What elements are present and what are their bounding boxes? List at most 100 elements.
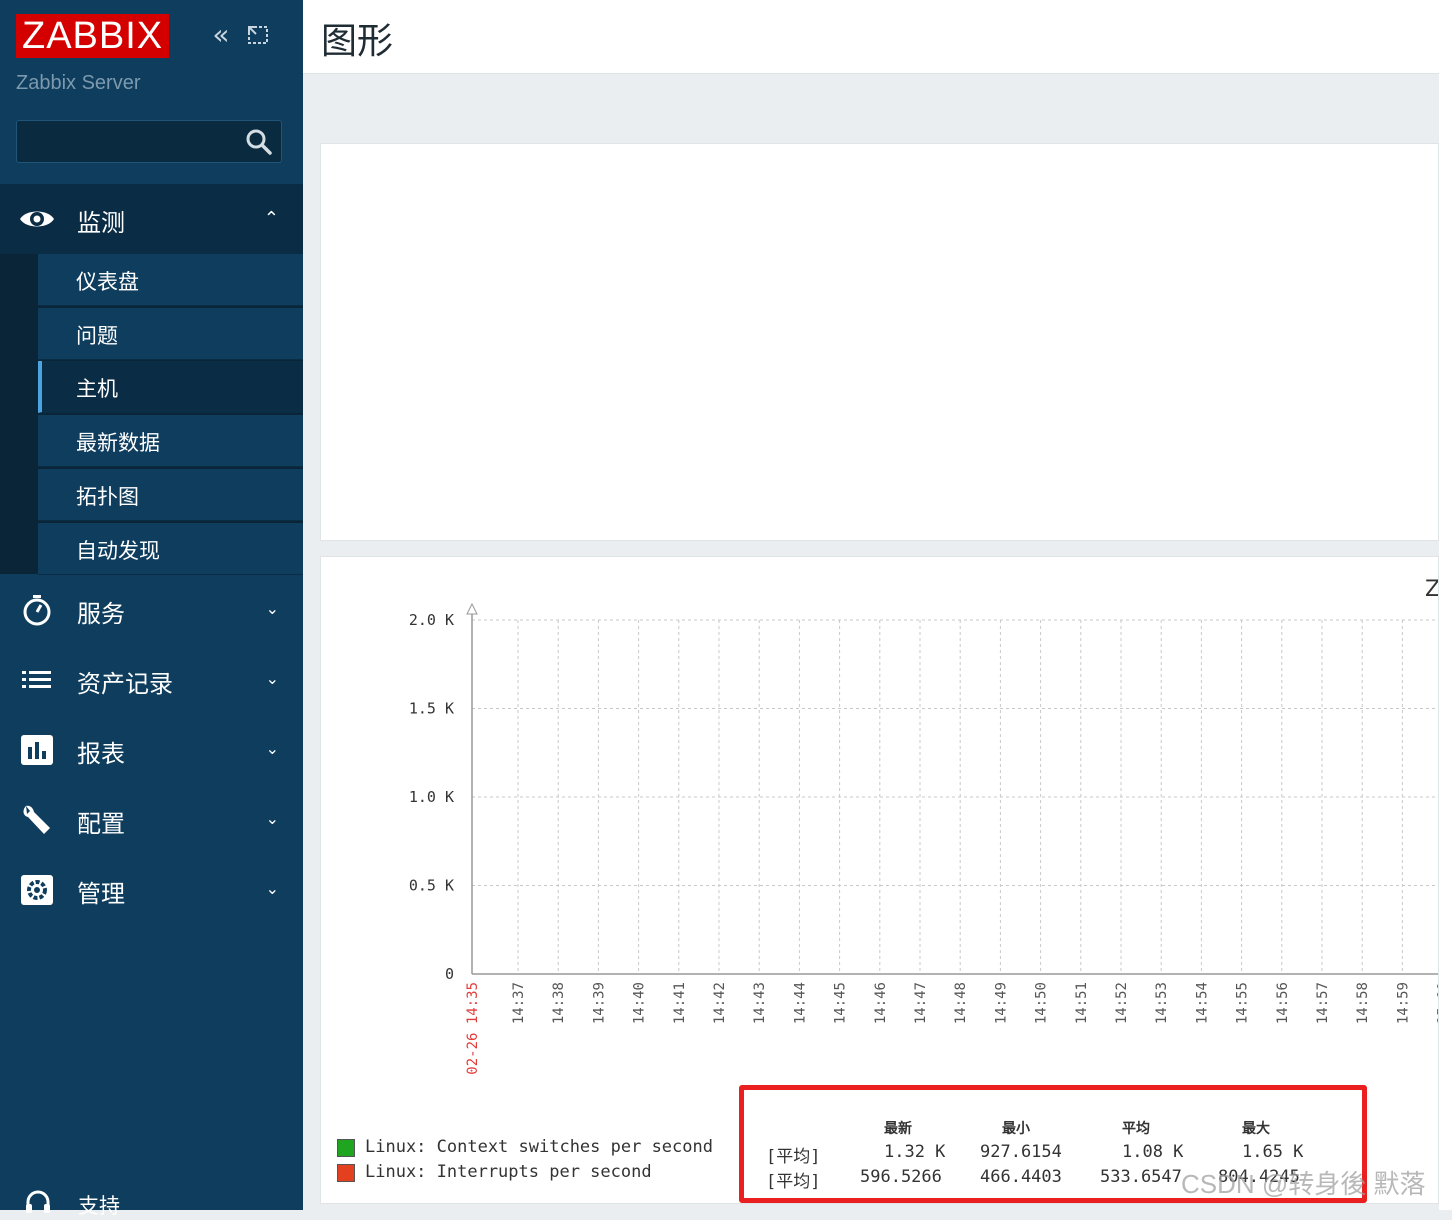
submenu-item-problems[interactable]: 问题 [38,308,303,360]
submenu-item-dashboard[interactable]: 仪表盘 [38,254,303,306]
legend-swatch-red [337,1164,355,1182]
menu-inventory[interactable]: 资产记录 ⌄ [0,645,303,715]
legend-label: Linux: Interrupts per second [365,1162,652,1182]
x-tick-label: 14:43 [752,982,768,1024]
chevron-down-icon: ⌄ [265,879,279,898]
x-tick-label: 14:57 [1315,982,1331,1024]
menu-reports[interactable]: 报表 ⌄ [0,715,303,785]
chevron-down-icon: ⌄ [265,739,279,758]
stats-func: [平均] [766,1172,821,1192]
headset-icon [26,1190,50,1213]
x-tick-label: 14:49 [993,982,1009,1024]
x-tick-label: 14:47 [913,982,929,1024]
x-tick-label: 14:41 [672,982,688,1024]
x-tick-label: 14:50 [1034,982,1050,1024]
menu-inventory-label: 资产记录 [77,670,173,698]
menu-services[interactable]: 服务 ⌄ [0,575,303,645]
x-tick-label: 14:39 [591,982,607,1024]
submenu-item-maps[interactable]: 拓扑图 [38,469,303,521]
menu-support-label: 支持 [78,1194,120,1218]
logo-row: ZABBIX « [16,14,286,60]
sidebar: ZABBIX « Zabbix Server 监测 ⌃ 仪表盘 问题 主机 最新… [0,0,303,1218]
y-tick-label: 2.0 K [409,611,454,629]
y-tick-label: 1.5 K [409,700,454,718]
x-tick-label: 14:52 [1114,982,1130,1024]
x-tick-label: 14:37 [511,982,527,1024]
chevron-up-icon: ⌃ [263,208,279,229]
gear-icon [21,875,53,905]
submenu-item-label: 问题 [76,324,118,348]
x-tick-label: 14:54 [1194,982,1210,1024]
y-tick-label: 0 [445,965,454,983]
menu-configuration-label: 配置 [77,810,125,838]
menu-services-label: 服务 [77,600,125,628]
page-header: 图形 [303,0,1439,74]
watermark-text: CSDN @转身後 默落 [1181,1169,1426,1199]
filter-panel [320,143,1439,541]
graph-panel: 0 0.5 K 1.0 K 1.5 K 2.0 K 02-26 14:35 14:37 14:… [320,556,1439,1204]
stats-value: 1.32 K [884,1142,946,1162]
monitoring-submenu: 仪表盘 问题 主机 最新数据 拓扑图 自动发现 [0,254,303,575]
stats-header-max: 最大 [1242,1121,1270,1137]
x-tick-label: 14:59 [1395,982,1411,1024]
y-tick-label: 0.5 K [409,877,454,895]
submenu-item-hosts[interactable]: 主机 [38,361,303,413]
chevron-down-icon: ⌄ [265,669,279,688]
x-tick-label: 14:44 [792,982,808,1024]
graph-zoom-label: Z [1425,577,1439,602]
eye-icon [20,211,54,227]
x-tick-label: 02-26 14:35 [465,982,481,1075]
x-tick-label: 14:58 [1355,982,1371,1024]
menu-reports-label: 报表 [77,740,125,768]
stats-value: 1.08 K [1122,1142,1184,1162]
x-tick-label: 14:56 [1275,982,1291,1024]
submenu-item-label: 仪表盘 [76,270,139,294]
stats-value: 1.65 K [1242,1142,1304,1162]
stats-header-latest: 最新 [884,1121,912,1137]
server-name: Zabbix Server [16,72,141,94]
page-title: 图形 [321,21,394,62]
menu-monitoring[interactable]: 监测 ⌃ [0,184,303,254]
stats-header-avg: 平均 [1122,1121,1150,1137]
kiosk-mode-icon[interactable] [246,22,272,48]
stats-value: 927.6154 [980,1142,1062,1162]
stats-value: 596.5266 [860,1167,942,1187]
list-icon [22,671,51,688]
chevron-down-icon: ⌄ [265,599,279,618]
stats-func: [平均] [766,1147,821,1167]
search-icon[interactable] [245,128,273,156]
x-tick-label: 14:48 [953,982,969,1024]
legend-item: Linux: Context switches per second [337,1137,737,1161]
submenu-item-latest-data[interactable]: 最新数据 [38,415,303,467]
graph-canvas: 0 0.5 K 1.0 K 1.5 K 2.0 K 02-26 14:35 14:37 14:… [409,602,1439,1075]
x-tick-label: 14:45 [833,982,849,1024]
submenu-item-label: 自动发现 [76,539,160,563]
bar-chart-icon [21,735,53,765]
x-tick-label: 15:00 [1436,982,1439,1024]
menu-administration-label: 管理 [77,880,125,908]
menu-monitoring-label: 监测 [77,209,125,237]
collapse-sidebar-icon[interactable]: « [212,18,230,51]
y-tick-label: 1.0 K [409,788,454,806]
menu-support[interactable]: 支持 [0,1180,303,1220]
zabbix-logo[interactable]: ZABBIX [16,14,170,58]
stats-table: 最新 最小 平均 最大 [平均] 1.32 K 927.6154 1.08 K … [739,1085,1367,1203]
x-tick-label: 14:42 [712,982,728,1024]
submenu-item-discovery[interactable]: 自动发现 [38,523,303,575]
legend-swatch-green [337,1139,355,1157]
submenu-item-label: 最新数据 [76,431,160,455]
x-tick-label: 14:55 [1235,982,1251,1024]
x-tick-label: 14:40 [632,982,648,1024]
menu-administration[interactable]: 管理 ⌄ [0,855,303,925]
stats-value: 466.4403 [980,1167,1062,1187]
menu-configuration[interactable]: 配置 ⌄ [0,785,303,855]
x-tick-label: 14:53 [1154,982,1170,1024]
page-right-edge [1439,0,1452,1210]
x-tick-label: 14:38 [551,982,567,1024]
x-tick-label: 14:51 [1074,982,1090,1024]
legend-item: Linux: Interrupts per second [337,1162,737,1186]
stats-value: 533.6547 [1100,1167,1182,1187]
y-axis-arrow-icon [466,602,478,615]
search-input[interactable] [16,120,282,163]
stopwatch-icon [23,595,51,626]
